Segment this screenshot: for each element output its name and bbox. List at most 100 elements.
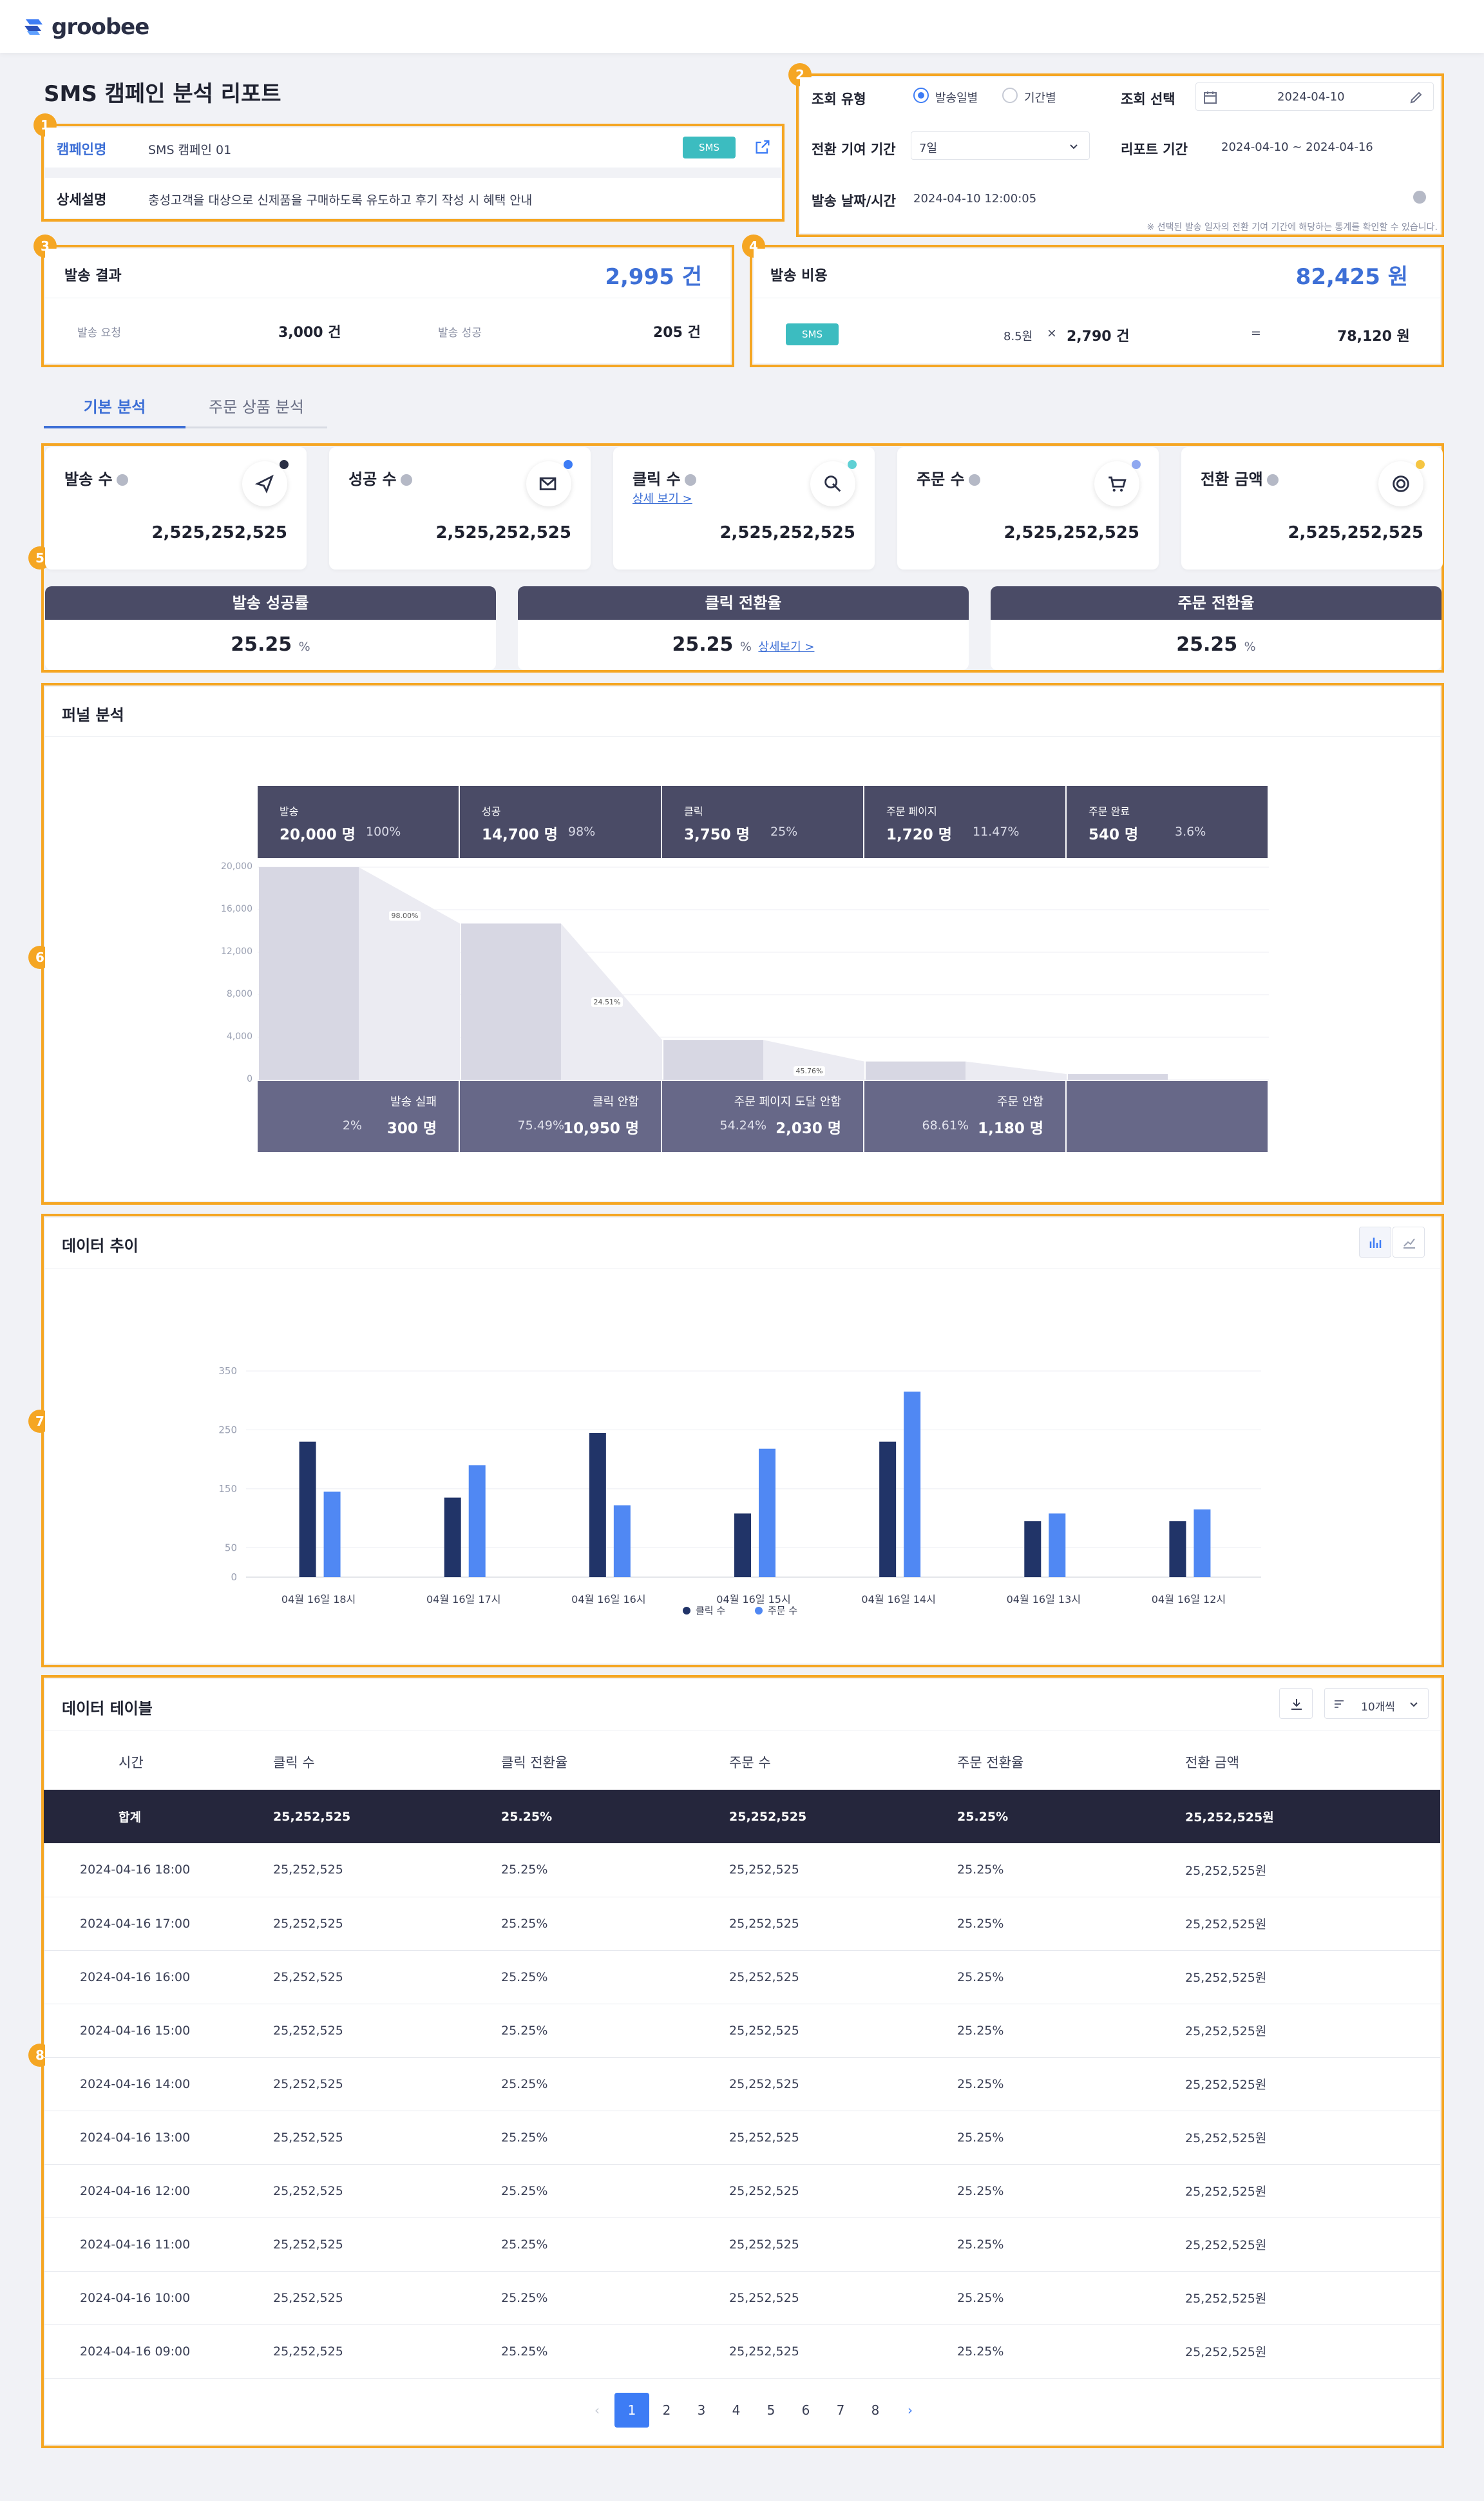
- click-bar[interactable]: [299, 1441, 316, 1577]
- click-bar[interactable]: [1024, 1521, 1042, 1577]
- contrib-period-select[interactable]: 7일: [911, 131, 1090, 160]
- order-bar[interactable]: [323, 1491, 341, 1577]
- info-icon[interactable]: [684, 474, 696, 486]
- table-row[interactable]: 2024-04-16 17:00 25,252,525 25.25% 25,252,5…: [44, 1897, 1440, 1951]
- brand-logo[interactable]: groobee: [23, 14, 149, 40]
- tab-product-analysis[interactable]: 주문 상품 분석: [186, 385, 327, 428]
- click-bar[interactable]: [444, 1497, 461, 1577]
- summary-row: 합계 25,252,525 25.25% 25,252,525 25.25% 25,252…: [44, 1790, 1440, 1843]
- column-header[interactable]: 클릭 수: [273, 1755, 315, 1770]
- page-number[interactable]: 7: [836, 2402, 845, 2418]
- page-number[interactable]: 8: [871, 2402, 880, 2418]
- page-number[interactable]: 5: [766, 2402, 775, 2418]
- table-row[interactable]: 2024-04-16 18:00 25,252,525 25.25% 25,252,5…: [44, 1843, 1440, 1897]
- funnel-connector-label: 98.00%: [388, 910, 421, 921]
- table-row[interactable]: 2024-04-16 13:00 25,252,525 25.25% 25,252,5…: [44, 2111, 1440, 2165]
- table-cell: 2024-04-16 10:00: [44, 2271, 273, 2325]
- page-number[interactable]: 1: [614, 2393, 649, 2428]
- kpi-value: 2,525,252,525: [151, 523, 287, 542]
- page-size-value: 10개씩: [1361, 1701, 1395, 1714]
- groobee-logo-icon: [24, 19, 43, 35]
- table-cell: 25.25%: [957, 2218, 1185, 2272]
- order-bar[interactable]: [468, 1465, 486, 1577]
- date-picker[interactable]: 2024-04-10: [1195, 82, 1434, 111]
- query-select-label: 조회 선택: [1121, 91, 1175, 107]
- info-icon[interactable]: [968, 474, 980, 486]
- table-cell: 25.25%: [501, 1843, 729, 1897]
- table-row[interactable]: 2024-04-16 15:00 25,252,525 25.25% 25,252,5…: [44, 2004, 1440, 2058]
- order-bar[interactable]: [904, 1392, 921, 1577]
- kpi-detail-link[interactable]: 상세 보기 >: [633, 492, 692, 506]
- rate-detail-link[interactable]: 상세보기 >: [758, 640, 815, 654]
- order-bar[interactable]: [1194, 1509, 1211, 1577]
- info-icon[interactable]: [1266, 474, 1279, 486]
- column-header[interactable]: 주문 수: [729, 1755, 771, 1770]
- info-icon[interactable]: [1413, 191, 1426, 204]
- next-page-button[interactable]: ›: [908, 2402, 913, 2418]
- click-bar[interactable]: [1169, 1521, 1186, 1577]
- rate-body: 25.25 % 상세보기 >: [518, 620, 969, 670]
- table-row[interactable]: 2024-04-16 09:00 25,252,525 25.25% 25,252,5…: [44, 2324, 1440, 2379]
- column-header[interactable]: 시간: [119, 1755, 144, 1770]
- table-row[interactable]: 2024-04-16 10:00 25,252,525 25.25% 25,252,5…: [44, 2271, 1440, 2325]
- order-bar[interactable]: [1049, 1513, 1066, 1577]
- page-title: SMS 캠페인 분석 리포트: [44, 81, 281, 107]
- prev-page-button[interactable]: ‹: [595, 2402, 600, 2418]
- campaign-desc-row: 상세설명 충성고객을 대상으로 신제품을 구매하도록 유도하고 후기 작성 시 …: [45, 178, 781, 218]
- summary-cell: 25,252,525: [273, 1790, 501, 1843]
- kpi-value: 2,525,252,525: [719, 523, 855, 542]
- line-chart-toggle[interactable]: [1393, 1227, 1425, 1258]
- chevron-down-icon: [1070, 144, 1078, 149]
- table-row[interactable]: 2024-04-16 16:00 25,252,525 25.25% 25,252,5…: [44, 1950, 1440, 2004]
- table-cell: 25,252,525: [273, 2218, 501, 2272]
- page-size-select[interactable]: 10개씩: [1324, 1688, 1429, 1719]
- funnel-drop-value: 2,030 명: [775, 1120, 841, 1137]
- table-cell: 2024-04-16 12:00: [44, 2164, 273, 2218]
- kpi-title-text: 주문 수: [917, 470, 965, 488]
- table-row[interactable]: 2024-04-16 12:00 25,252,525 25.25% 25,252,5…: [44, 2164, 1440, 2218]
- contrib-period-label: 전환 기여 기간: [812, 142, 896, 157]
- column-header[interactable]: 클릭 전환율: [501, 1755, 568, 1770]
- bar-chart-toggle[interactable]: [1359, 1227, 1391, 1258]
- table-cell: 25,252,525원: [1185, 2164, 1440, 2218]
- kpi-title: 클릭 수: [633, 466, 696, 489]
- table-cell: 25,252,525: [273, 1843, 501, 1897]
- send-datetime-label: 발송 날짜/시간: [812, 193, 896, 209]
- click-bar[interactable]: [589, 1433, 606, 1577]
- external-link-icon[interactable]: [754, 138, 772, 156]
- table-cell: 25,252,525: [729, 2004, 957, 2058]
- page-number[interactable]: 4: [732, 2402, 741, 2418]
- table-row[interactable]: 2024-04-16 11:00 25,252,525 25.25% 25,252,5…: [44, 2218, 1440, 2272]
- funnel-stage-label: 발송: [280, 805, 299, 818]
- edit-pencil-icon[interactable]: [1409, 90, 1424, 105]
- radio-by-period[interactable]: [1002, 88, 1018, 103]
- funnel-stage-value: 14,700 명: [482, 827, 558, 843]
- date-picker-value: 2024-04-10: [1277, 90, 1345, 104]
- order-bar[interactable]: [759, 1448, 775, 1577]
- info-icon[interactable]: [116, 474, 128, 486]
- page-number[interactable]: 3: [697, 2402, 706, 2418]
- tab-basic-analysis[interactable]: 기본 분석: [44, 385, 186, 428]
- page-number[interactable]: 2: [662, 2402, 671, 2418]
- download-button[interactable]: [1279, 1688, 1313, 1719]
- table-row[interactable]: 2024-04-16 14:00 25,252,525 25.25% 25,252,5…: [44, 2057, 1440, 2111]
- page-number[interactable]: 6: [801, 2402, 810, 2418]
- download-icon: [1291, 1699, 1302, 1710]
- funnel-stage-value: 3,750 명: [684, 827, 750, 843]
- column-header[interactable]: 주문 전환율: [957, 1755, 1024, 1770]
- column-header[interactable]: 전환 금액: [1185, 1755, 1239, 1770]
- funnel-stage-label: 성공: [482, 805, 501, 818]
- kpi-title-text: 클릭 수: [633, 470, 681, 488]
- radio-by-send[interactable]: [913, 88, 929, 103]
- funnel-stage-pct: 98%: [568, 825, 596, 839]
- click-icon: [810, 460, 857, 506]
- order-bar[interactable]: [613, 1505, 631, 1577]
- legend-click-dot: [683, 1607, 690, 1615]
- funnel-drop-cell: [1067, 1081, 1268, 1152]
- info-icon[interactable]: [400, 474, 412, 486]
- click-bar[interactable]: [879, 1441, 897, 1577]
- table-cell: 2024-04-16 11:00: [44, 2218, 273, 2272]
- funnel-bar: [663, 1040, 763, 1080]
- click-bar[interactable]: [734, 1513, 751, 1577]
